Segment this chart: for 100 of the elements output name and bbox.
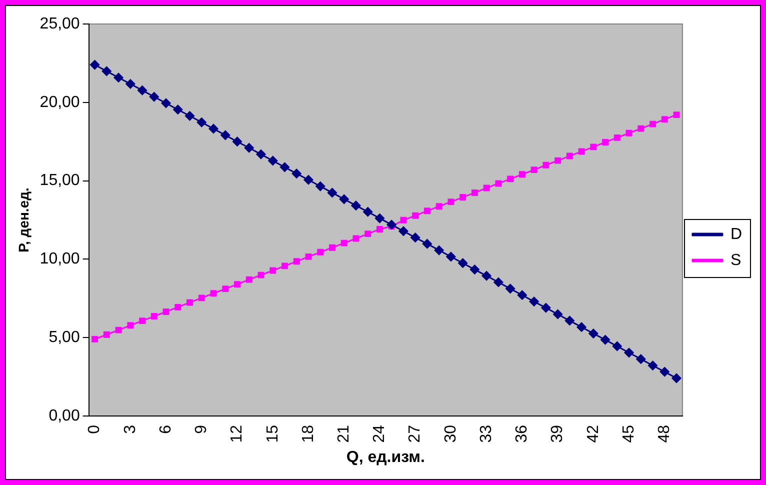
point (448, 198, 454, 206)
point (352, 235, 360, 242)
x-tick-label: 42 (584, 424, 602, 443)
point (115, 326, 122, 334)
point (398, 226, 408, 236)
point (282, 262, 288, 270)
point (660, 367, 670, 377)
point (102, 66, 112, 76)
y-tick-label: 25,00 (40, 15, 80, 32)
point (127, 322, 134, 329)
point (363, 207, 373, 217)
point (600, 335, 610, 345)
x-tick-label: 15 (264, 424, 282, 443)
x-tick-label: 36 (514, 424, 531, 443)
point (256, 150, 266, 160)
point (232, 136, 242, 146)
x-tick-label: 30 (442, 424, 460, 443)
point (280, 162, 290, 172)
point (220, 130, 230, 140)
x-tick-label: 48 (656, 424, 674, 443)
point (198, 294, 205, 302)
point (424, 208, 430, 214)
point (293, 258, 300, 265)
point (317, 248, 324, 256)
point (530, 166, 538, 174)
point (222, 286, 229, 292)
x-tick-label: 39 (549, 424, 566, 443)
point (636, 354, 646, 364)
point (470, 264, 480, 274)
point (210, 290, 217, 297)
point (90, 60, 100, 70)
y-tick-label: 5,00 (48, 329, 80, 346)
point (208, 124, 218, 134)
x-tick-label: 9 (193, 424, 210, 434)
point (471, 189, 478, 196)
point (161, 98, 171, 108)
point (482, 271, 492, 281)
point (518, 171, 526, 178)
point (327, 188, 337, 198)
y-tick-label: 10,00 (40, 250, 80, 268)
point (340, 240, 348, 246)
point (258, 272, 264, 278)
point (612, 341, 622, 351)
x-tick-label: 0 (86, 424, 104, 434)
point (339, 194, 349, 204)
x-tick-label: 45 (620, 424, 638, 443)
x-tick-label: 33 (478, 424, 495, 443)
point (661, 116, 668, 123)
y-tick-label: 20,00 (40, 94, 80, 111)
point (150, 313, 158, 320)
point (590, 144, 597, 150)
point (506, 284, 516, 294)
point (446, 252, 456, 262)
point (554, 157, 562, 164)
x-tick-label: 6 (157, 424, 174, 434)
point (270, 267, 276, 274)
point (672, 373, 682, 383)
point (648, 360, 658, 370)
point (638, 125, 644, 132)
point (386, 220, 396, 230)
point (196, 118, 206, 128)
point (588, 328, 598, 338)
point (173, 104, 183, 114)
point (624, 348, 634, 358)
point (458, 258, 468, 268)
point (602, 139, 608, 146)
point (364, 230, 372, 238)
point (185, 111, 194, 121)
point (576, 322, 586, 332)
point (304, 175, 314, 185)
point (529, 296, 539, 306)
legend-label: S (730, 252, 742, 269)
point (149, 92, 159, 102)
point (114, 72, 124, 82)
point (234, 281, 240, 288)
point (483, 184, 490, 192)
x-tick-label: 27 (406, 424, 424, 443)
point (614, 134, 620, 141)
point (541, 303, 551, 313)
point (126, 79, 136, 89)
point (400, 216, 407, 224)
point (673, 112, 680, 118)
y-axis-title: Р, ден.ед. (15, 188, 32, 252)
point (351, 200, 361, 210)
point (507, 176, 514, 182)
point (244, 143, 254, 153)
point (410, 232, 420, 242)
point (566, 152, 573, 160)
point (292, 168, 302, 178)
point (626, 130, 632, 136)
point (553, 309, 563, 319)
point (578, 148, 585, 155)
point (422, 239, 432, 249)
point (186, 299, 193, 306)
point (374, 214, 384, 224)
y-tick-label: 15,00 (40, 172, 80, 190)
point (103, 331, 110, 338)
point (564, 316, 574, 326)
point (542, 162, 550, 168)
point (412, 212, 419, 219)
